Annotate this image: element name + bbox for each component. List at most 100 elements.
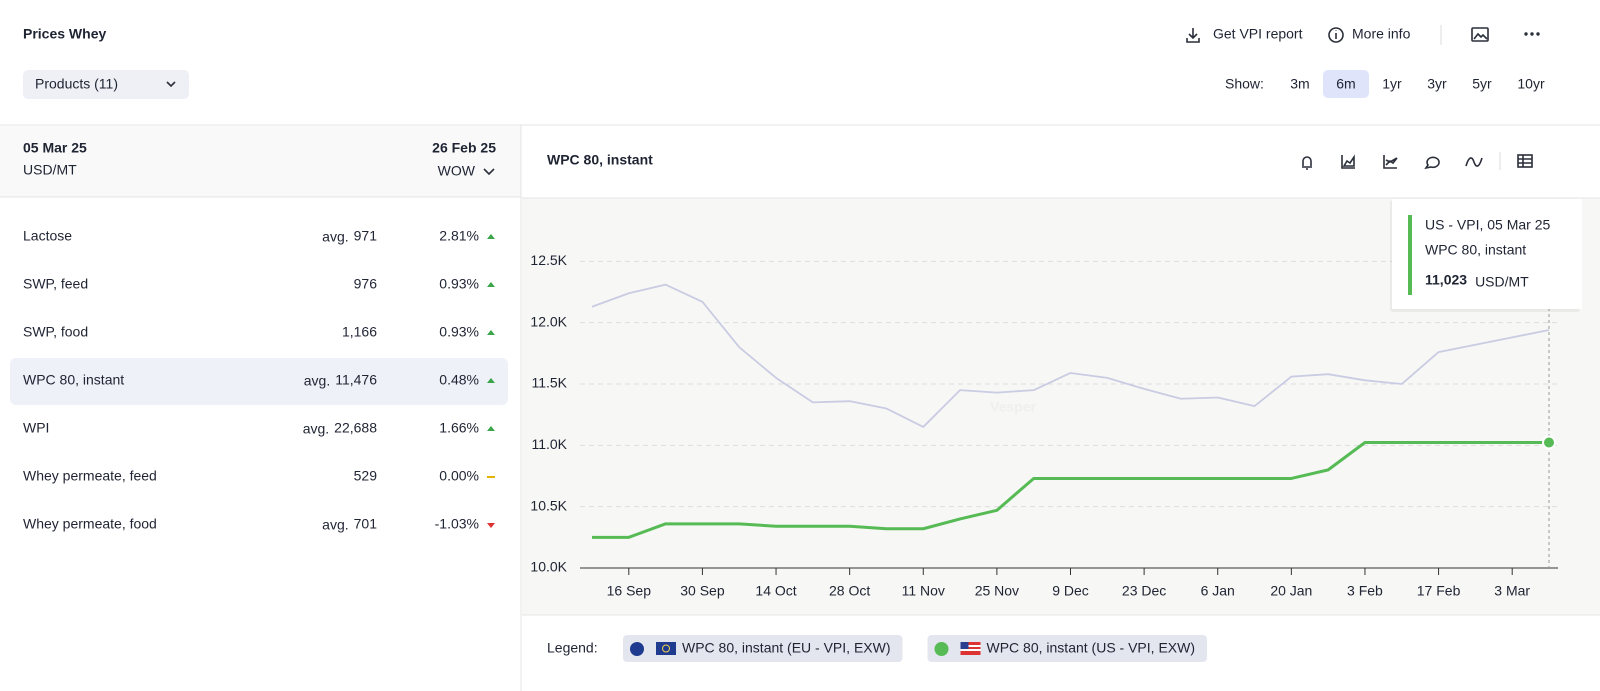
trend-up: [487, 282, 495, 287]
summary-header: [0, 126, 521, 197]
more-button[interactable]: [1524, 32, 1540, 36]
x-tick-label: 3 Feb: [1347, 583, 1383, 599]
eu-stars: [662, 644, 670, 653]
chevron: [483, 168, 495, 176]
tooltip-value: 11,023: [1425, 272, 1467, 288]
change: 1.66%: [439, 420, 479, 436]
page-title: Prices Whey: [23, 26, 106, 42]
y-tick-label: 11.5K: [531, 375, 567, 391]
x-tick-label: 23 Dec: [1122, 583, 1166, 599]
series-line: [591, 283, 1550, 428]
trend-button[interactable]: [1465, 157, 1483, 167]
x-tick-label: 17 Feb: [1417, 583, 1461, 599]
change: 0.48%: [439, 372, 479, 388]
change: 0.00%: [439, 468, 479, 484]
trend-up: [487, 330, 495, 335]
legend-chip: [927, 635, 1207, 662]
range-button[interactable]: 3yr: [1427, 76, 1447, 92]
tooltip-unit: USD/MT: [1475, 274, 1529, 290]
compare-chart-button[interactable]: [1383, 155, 1398, 169]
range-button[interactable]: 6m: [1336, 76, 1355, 92]
alert-button[interactable]: [1302, 156, 1312, 170]
legend-dot: [934, 642, 949, 656]
x-tick-label: 11 Nov: [902, 583, 945, 599]
product-name[interactable]: SWP, food: [23, 324, 88, 340]
product-value: 22,688: [334, 420, 377, 436]
us-stripes: [960, 649, 981, 651]
product-value: 11,476: [335, 372, 377, 388]
date: 05 Mar 25: [23, 140, 87, 156]
trend-down: [487, 523, 495, 528]
comment-button[interactable]: [1424, 156, 1440, 170]
product-value: 976: [354, 276, 378, 292]
x-tick-label: 9 Dec: [1052, 583, 1089, 599]
image-button[interactable]: [1471, 27, 1489, 42]
change: 2.81%: [439, 228, 479, 244]
y-tick-label: 10.5K: [530, 497, 567, 513]
legend-item[interactable]: WPC 80, instant (US - VPI, EXW): [927, 635, 1208, 662]
y-tick-label: 12.5K: [530, 252, 567, 268]
product-value: 529: [354, 468, 378, 484]
product-name[interactable]: WPC 80, instant: [23, 372, 124, 388]
product-value: 1,166: [342, 324, 377, 340]
range-button[interactable]: 3m: [1290, 76, 1309, 92]
product-value: 701: [354, 516, 378, 532]
active-range: [1323, 70, 1369, 98]
legend-entry: WPC 80, instant (EU - VPI, EXW): [682, 640, 891, 656]
y-tick-label: 12.0K: [530, 313, 567, 329]
show-label: Show:: [1225, 76, 1264, 92]
compare-date: 26 Feb 25: [432, 140, 496, 156]
product-value: 971: [354, 228, 378, 244]
trend-up: [487, 378, 495, 383]
product-name[interactable]: Whey permeate, feed: [23, 468, 157, 484]
tooltip-accent: [1408, 215, 1412, 295]
x-tick-label: 25 Nov: [975, 583, 1019, 599]
avg-label: avg.: [322, 229, 348, 245]
table-button[interactable]: [1517, 154, 1533, 168]
action-button[interactable]: Get VPI report: [1213, 26, 1303, 42]
x-tick-label: 16 Sep: [607, 583, 652, 599]
trend-up: [487, 234, 495, 239]
product-name[interactable]: Whey permeate, food: [23, 516, 157, 532]
eu-flag: [656, 642, 676, 655]
range-button[interactable]: 1yr: [1382, 76, 1402, 92]
product-name[interactable]: WPI: [23, 420, 49, 436]
range-button[interactable]: 10yr: [1517, 76, 1545, 92]
dropdown-label: Products (11): [35, 76, 118, 92]
us-stripes: [960, 645, 981, 647]
trend-up: [487, 426, 495, 431]
unit: USD/MT: [23, 162, 77, 178]
tooltip-line: WPC 80, instant: [1425, 242, 1526, 258]
trend-flat: [487, 476, 495, 478]
product-name[interactable]: SWP, feed: [23, 276, 88, 292]
compare-mode[interactable]: WOW: [438, 163, 476, 179]
tooltip: [1392, 199, 1582, 309]
avg-label: avg.: [304, 373, 330, 389]
y-tick-label: 10.0K: [530, 559, 567, 575]
legend-chip: [623, 635, 903, 662]
hover-point: [1542, 435, 1556, 450]
product-name[interactable]: Lactose: [23, 228, 72, 244]
legend-label: Legend:: [547, 640, 598, 656]
legend-dot: [630, 642, 644, 656]
action-button[interactable]: More info: [1352, 26, 1411, 42]
series-line: [592, 441, 1549, 539]
x-tick-label: 14 Oct: [755, 583, 796, 599]
watermark: Vesper: [990, 399, 1036, 415]
legend-item[interactable]: WPC 80, instant (EU - VPI, EXW): [623, 635, 903, 662]
area-chart-button[interactable]: [1341, 154, 1355, 169]
info-icon: [1328, 27, 1344, 43]
x-tick-label: 3 Mar: [1494, 583, 1530, 599]
tooltip-line: US - VPI, 05 Mar 25: [1425, 217, 1550, 233]
x-tick-label: 30 Sep: [680, 583, 725, 599]
chevron: [166, 81, 176, 88]
avg-label: avg.: [303, 421, 329, 437]
chart-title: WPC 80, instant: [547, 152, 653, 168]
products-dropdown[interactable]: [23, 70, 189, 99]
range-button[interactable]: 5yr: [1472, 76, 1492, 92]
selected-row: [10, 358, 508, 405]
x-tick-label: 6 Jan: [1201, 583, 1235, 599]
x-tick-label: 28 Oct: [829, 583, 870, 599]
change: 0.93%: [439, 276, 479, 292]
us-canton: [960, 642, 969, 649]
